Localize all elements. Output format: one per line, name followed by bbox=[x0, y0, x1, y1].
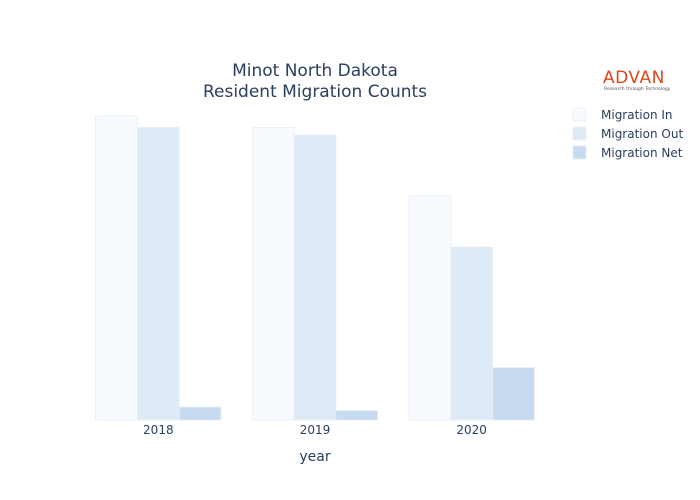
bar-migration-in-2019 bbox=[251, 127, 295, 421]
legend-label-migration-out[interactable]: Migration Out bbox=[601, 127, 683, 141]
x-tick-2019: 2019 bbox=[300, 423, 331, 437]
legend: Migration In Migration Out Migration Net bbox=[572, 107, 683, 160]
x-tick-2018: 2018 bbox=[143, 423, 174, 437]
legend-label-migration-net[interactable]: Migration Net bbox=[601, 146, 683, 160]
bar-migration-net-2018 bbox=[178, 406, 222, 421]
x-axis-title: year bbox=[299, 449, 330, 465]
advan-logo: ADVAN Research through Technology bbox=[603, 68, 671, 92]
legend-swatch-migration-in[interactable] bbox=[572, 107, 587, 122]
bar-migration-in-2018 bbox=[95, 115, 138, 421]
bar-migration-out-2018 bbox=[137, 127, 180, 421]
legend-swatch-migration-out[interactable] bbox=[572, 126, 587, 141]
x-tick-2020: 2020 bbox=[456, 423, 487, 437]
bar-migration-net-2020 bbox=[492, 367, 535, 421]
advan-logo-tagline: Research through Technology bbox=[604, 86, 671, 92]
legend-swatch-migration-net[interactable] bbox=[572, 145, 587, 160]
chart-title-line2: Resident Migration Counts bbox=[203, 82, 427, 102]
bar-migration-out-2020 bbox=[450, 246, 493, 421]
legend-label-migration-in[interactable]: Migration In bbox=[601, 108, 673, 122]
bar-migration-in-2020 bbox=[408, 195, 452, 421]
bar-migration-net-2019 bbox=[335, 410, 379, 421]
chart-title-line1: Minot North Dakota bbox=[232, 61, 398, 81]
advan-logo-wordmark: ADVAN bbox=[603, 68, 665, 88]
bar-migration-out-2019 bbox=[293, 134, 337, 421]
x-tick-labels: 2018 2019 2020 bbox=[143, 423, 487, 437]
bars-group bbox=[95, 115, 535, 421]
